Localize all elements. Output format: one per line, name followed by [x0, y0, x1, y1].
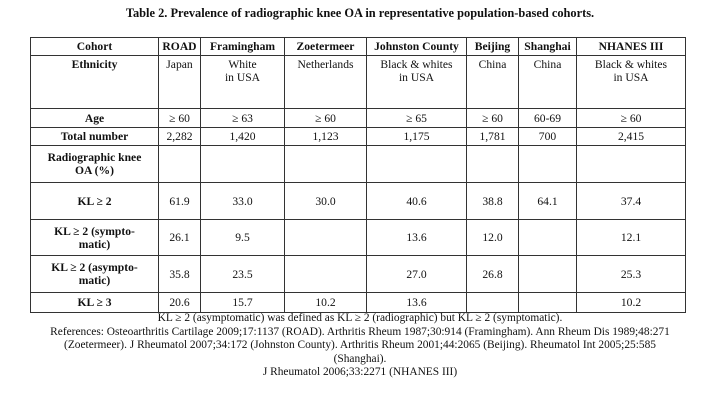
table-cell: 26.8	[466, 255, 519, 293]
table-cell: 61.9	[158, 182, 201, 220]
table-cell: 9.5	[200, 219, 285, 256]
reference-line: (Shanghai).	[333, 352, 387, 365]
prevalence-table: Cohort ROAD Framingham Zoetermeer Johnst…	[30, 37, 686, 313]
table-cell	[518, 145, 577, 183]
table-cell: 20.6	[158, 292, 201, 313]
table-cell	[284, 219, 367, 256]
table-cell: 64.1	[518, 182, 577, 220]
table-cell: 10.2	[284, 292, 367, 313]
table-cell: Netherlands	[284, 55, 367, 109]
table-cell: Black & whites in USA	[576, 55, 686, 109]
ethnicity-row: Ethnicity Japan White in USA Netherlands…	[30, 55, 686, 109]
table-cell: 15.7	[200, 292, 285, 313]
table-cell: 30.0	[284, 182, 367, 220]
table-cell: 1,420	[200, 127, 285, 146]
table-cell	[518, 255, 577, 293]
table-cell: 13.6	[366, 219, 467, 256]
table-cell: ≥ 63	[200, 108, 285, 128]
kl-row: KL ≥ 2 (sympto- matic) 26.1 9.5 13.6 12.…	[30, 219, 686, 256]
table-cell	[284, 255, 367, 293]
table-cell: 40.6	[366, 182, 467, 220]
table-title: Table 2. Prevalence of radiographic knee…	[125, 6, 595, 20]
header-cohort: Johnston County	[366, 37, 467, 56]
table-cell	[466, 292, 519, 313]
table-cell: 33.0	[200, 182, 285, 220]
table-cell: China	[466, 55, 519, 109]
table-cell: 1,175	[366, 127, 467, 146]
table-cell: 26.1	[158, 219, 201, 256]
kl-row: KL ≥ 3 20.6 15.7 10.2 13.6 10.2	[30, 292, 686, 313]
table-cell	[518, 292, 577, 313]
row-label: Age	[30, 108, 159, 128]
kl-row: KL ≥ 2 (asympto- matic) 35.8 23.5 27.0 2…	[30, 255, 686, 293]
section-label: Radiographic knee OA (%)	[30, 145, 159, 183]
table-cell: 35.8	[158, 255, 201, 293]
table-cell: China	[518, 55, 577, 109]
table-cell	[518, 219, 577, 256]
header-cohort: Shanghai	[518, 37, 577, 56]
header-cohort: ROAD	[158, 37, 201, 56]
table-cell	[576, 145, 686, 183]
table-cell: 10.2	[576, 292, 686, 313]
table-cell: White in USA	[200, 55, 285, 109]
table-cell: ≥ 65	[366, 108, 467, 128]
table-cell	[284, 145, 367, 183]
table-cell: ≥ 60	[284, 108, 367, 128]
table-cell	[466, 145, 519, 183]
table-cell: 1,781	[466, 127, 519, 146]
row-label: Total number	[30, 127, 159, 146]
header-cohort: Framingham	[200, 37, 285, 56]
table-cell: 27.0	[366, 255, 467, 293]
row-label: KL ≥ 2	[30, 182, 159, 220]
row-label: KL ≥ 2 (asympto- matic)	[30, 255, 159, 293]
header-row: Cohort ROAD Framingham Zoetermeer Johnst…	[30, 37, 686, 56]
age-row: Age ≥ 60 ≥ 63 ≥ 60 ≥ 65 ≥ 60 60-69 ≥ 60	[30, 108, 686, 128]
header-label: Cohort	[30, 37, 159, 56]
kl-row: KL ≥ 2 61.9 33.0 30.0 40.6 38.8 64.1 37.…	[30, 182, 686, 220]
reference-line: J Rheumatol 2006;33:2271 (NHANES III)	[262, 366, 458, 379]
header-cohort: Zoetermeer	[284, 37, 367, 56]
table-cell: 12.0	[466, 219, 519, 256]
table-cell: 23.5	[200, 255, 285, 293]
table-cell: 13.6	[366, 292, 467, 313]
footnote-text: KL ≥ 2 (asymptomatic) was defined as KL …	[157, 312, 563, 324]
header-cohort: NHANES III	[576, 37, 686, 56]
table-cell: ≥ 60	[466, 108, 519, 128]
table-cell: 38.8	[466, 182, 519, 220]
reference-line: References: Osteoarthritis Cartilage 200…	[50, 325, 670, 338]
table-cell: 1,123	[284, 127, 367, 146]
row-label: KL ≥ 2 (sympto- matic)	[30, 219, 159, 256]
table-cell: 12.1	[576, 219, 686, 256]
reference-line: (Zoetermeer). J Rheumatol 2007;34:172 (J…	[64, 339, 656, 352]
footnotes: KL ≥ 2 (asymptomatic) was defined as KL …	[0, 312, 720, 380]
table-cell: ≥ 60	[158, 108, 201, 128]
table-cell: 60-69	[518, 108, 577, 128]
table-cell	[200, 145, 285, 183]
table-cell	[366, 145, 467, 183]
row-label: KL ≥ 3	[30, 292, 159, 313]
table-cell: 25.3	[576, 255, 686, 293]
table-cell	[158, 145, 201, 183]
table-cell: 700	[518, 127, 577, 146]
row-label: Ethnicity	[30, 55, 159, 109]
total-row: Total number 2,282 1,420 1,123 1,175 1,7…	[30, 127, 686, 146]
table-cell: Black & whites in USA	[366, 55, 467, 109]
table-cell: Japan	[158, 55, 201, 109]
table-cell: ≥ 60	[576, 108, 686, 128]
header-cohort: Beijing	[466, 37, 519, 56]
table-cell: 2,282	[158, 127, 201, 146]
table-cell: 2,415	[576, 127, 686, 146]
table-cell: 37.4	[576, 182, 686, 220]
section-row: Radiographic knee OA (%)	[30, 145, 686, 183]
